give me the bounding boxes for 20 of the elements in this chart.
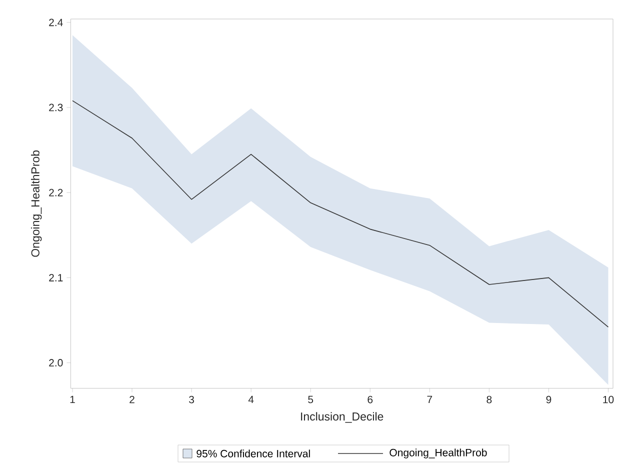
- y-tick-label: 2.4: [49, 18, 63, 26]
- x-tick-label: 2: [130, 396, 134, 404]
- x-tick-label: 1: [70, 396, 75, 404]
- x-tick-label: 10: [603, 396, 614, 404]
- x-tick-label: 4: [248, 396, 254, 404]
- y-tick-label: 2.3: [49, 104, 63, 112]
- line-series: [72, 100, 609, 328]
- x-tick-label: 9: [546, 396, 552, 404]
- legend-label: Ongoing_HealthProb: [390, 448, 487, 458]
- y-axis-title: Ongoing_HealthProb: [30, 150, 42, 257]
- x-axis-title: Inclusion_Decile: [301, 412, 384, 423]
- x-tick-label: 3: [189, 396, 194, 404]
- y-tick-label: 2.1: [49, 274, 63, 282]
- y-tick-label: 2.0: [49, 359, 63, 366]
- x-tick-label: 7: [427, 396, 432, 404]
- x-tick-label: 5: [308, 396, 314, 404]
- y-tick-label: 2.2: [49, 188, 63, 196]
- text: 95% Confidence Interval: [196, 450, 310, 458]
- x-tick-label: 8: [486, 396, 492, 404]
- x-tick-label: 6: [368, 396, 373, 404]
